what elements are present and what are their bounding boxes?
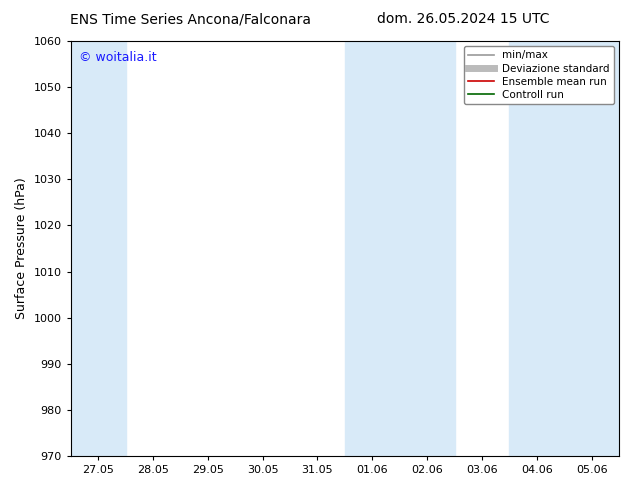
Bar: [71, 41, 126, 456]
Text: © woitalia.it: © woitalia.it: [79, 51, 157, 64]
Y-axis label: Surface Pressure (hPa): Surface Pressure (hPa): [15, 178, 28, 319]
Text: ENS Time Series Ancona/Falconara: ENS Time Series Ancona/Falconara: [70, 12, 311, 26]
Bar: [345, 41, 455, 456]
Bar: [509, 41, 619, 456]
Legend: min/max, Deviazione standard, Ensemble mean run, Controll run: min/max, Deviazione standard, Ensemble m…: [463, 46, 614, 104]
Text: dom. 26.05.2024 15 UTC: dom. 26.05.2024 15 UTC: [377, 12, 549, 26]
